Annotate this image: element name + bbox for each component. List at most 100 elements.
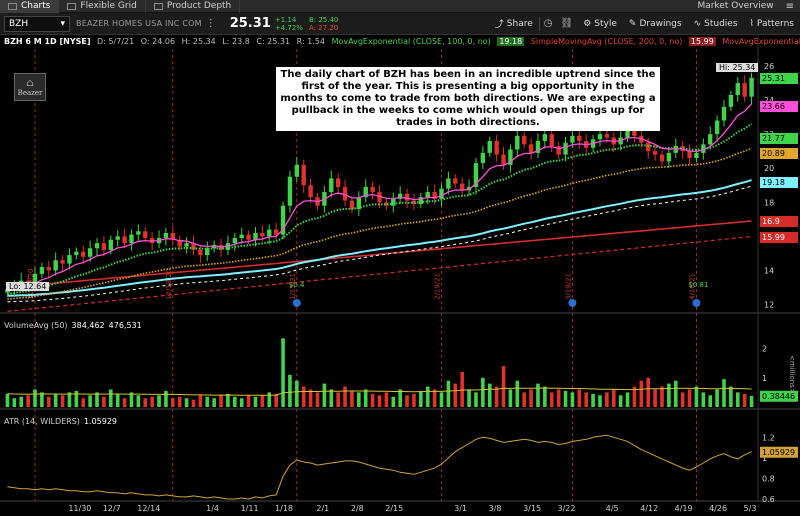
dropdown-icon: ▾ [60,18,65,29]
volume-bar [570,392,575,407]
volume-bar [136,395,141,407]
candle-body [480,152,486,164]
candle-body [418,197,424,204]
share-icon: ⤴ [494,20,504,30]
candle-body [32,273,38,285]
candle-body [563,142,568,155]
candle-body [191,243,196,250]
volume-bar [446,380,451,407]
tab-charts[interactable]: Charts [0,0,60,13]
grip-icon: ⋮ [205,18,216,29]
volume-bar [102,396,106,407]
candle-body [432,192,437,199]
ema2-study-label[interactable]: MovAvgExponential [722,37,800,46]
candle-body [749,77,754,97]
candle-body [453,178,458,184]
volume-bar [60,395,65,407]
volume-bar [308,389,313,407]
style-button[interactable]: ⚙ Style [577,13,623,35]
candle-body [673,146,678,153]
symbol-input[interactable]: BZH ▾ [4,15,70,32]
volume-bar [494,386,499,407]
volume-axis-tick: 1 [762,374,767,383]
candle-body [87,248,93,257]
candle-body [652,151,658,155]
volume-avg-line [7,387,752,396]
candle-body [391,198,396,206]
volume-study-label[interactable]: VolumeAvg (50) 384,462 476,531 [4,321,142,330]
volume-bar [591,393,595,407]
share-button[interactable]: ⤴ Share [489,13,539,35]
volume-bar [226,393,230,407]
tab-product-depth[interactable]: Product Depth [146,0,241,13]
change-pct: +4.72% [274,23,303,32]
company-name: BEAZER HOMES USA INC COM [76,19,202,28]
price-axis-tick: 14 [764,266,774,275]
candle-body [425,192,430,198]
candle-body [177,239,182,247]
candle-body [335,178,341,187]
volume-bar [267,392,272,407]
price-axis-tick: 20 [764,164,774,173]
bid-ask: B: 25.40 A: 27.20 [309,16,338,32]
event-label: 1/15/21 [289,273,297,300]
hamburger-menu-icon[interactable]: ≡ [785,0,794,12]
candle-body [632,129,637,136]
volume-bar [625,392,630,407]
x-axis-tick: 1/18 [275,504,293,513]
volume-bar [246,395,251,407]
volume-bar [646,377,651,407]
volume-bar [46,396,51,407]
candle-body [74,251,79,256]
patterns-button[interactable]: ⌇ Patterns [744,13,800,35]
candle-body [446,178,451,189]
tab-label: Charts [21,1,51,11]
volume-bar [281,338,285,407]
candle-body [439,188,444,199]
ema-fast-line [7,103,753,290]
volume-bar [350,390,354,407]
studies-button[interactable]: ∿ Studies [688,13,744,35]
time-frame-icon[interactable]: ◷ [543,18,553,29]
volume-bar [122,398,127,407]
drawings-button[interactable]: ✎ Drawings [623,13,688,35]
sma-study-label[interactable]: SimpleMovingAvg (CLOSE, 200, 0, no) [530,37,683,46]
volume-value1: 384,462 [71,321,105,330]
chart-area[interactable]: 262422201816141211/19/2012/18/201/15/212… [0,35,800,516]
volume-bar [88,395,92,407]
tab-flexible-grid[interactable]: Flexible Grid [59,0,146,13]
candle-body [94,243,100,249]
volume-bar [143,398,148,407]
atr-study-label[interactable]: ATR (14, WILDERS) 1.05929 [4,417,117,426]
volume-axis-tick: 2 [762,345,767,354]
candle-body [521,135,527,145]
volume-bar [680,392,685,407]
volume-bar [749,395,754,407]
candle-body [53,260,58,271]
market-overview-link[interactable]: Market Overview [697,1,774,11]
candle-body [170,232,176,240]
volume-bar [67,392,72,407]
volume-bar [577,389,582,407]
link-icon[interactable]: ⛓ [560,18,574,29]
volume-bar [425,386,430,407]
price-axis-tick: 24 [764,96,774,105]
tab-label: Flexible Grid [80,1,137,11]
volume-bar [412,393,416,407]
candle-body [377,192,382,203]
candle-body [253,232,258,240]
event-label: 12/18/20 [165,269,173,300]
candle-body [721,106,727,121]
candle-body [46,267,51,271]
candle-body [163,232,169,239]
volume-bar [343,386,347,407]
atr-tag-bg [760,446,798,458]
volume-bar [191,399,196,407]
volume-bar [729,386,733,407]
volume-bar [460,371,464,407]
volume-bar [81,398,86,407]
volume-bar [336,392,340,407]
volume-tag-bg [760,390,798,402]
volume-bar [481,377,485,407]
ema-study-label[interactable]: MovAvgExponential (CLOSE, 100, 0, no) [331,37,491,46]
